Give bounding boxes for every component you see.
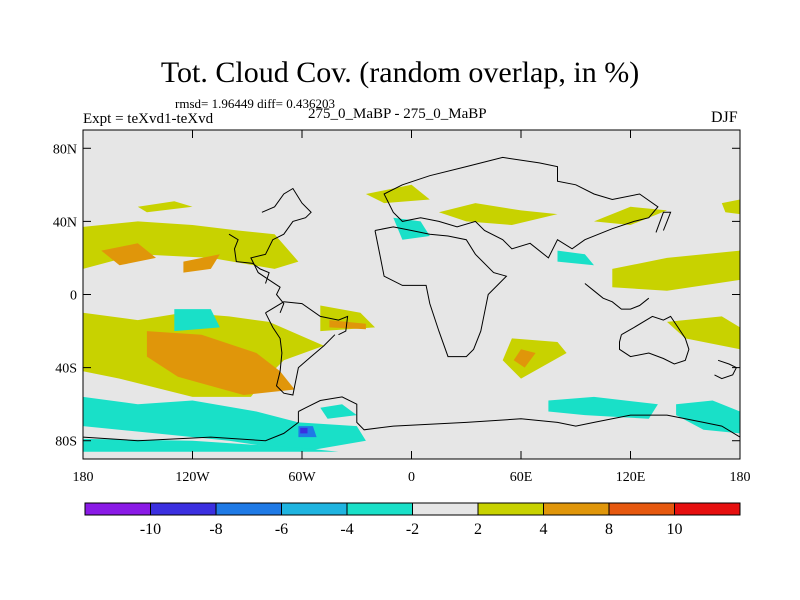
case-label: 275_0_MaBP - 275_0_MaBP [308, 106, 487, 122]
contour-region-16 [667, 316, 740, 350]
coastline-10 [584, 283, 650, 310]
contour-region-6 [174, 309, 220, 332]
x-tick-label: 180 [730, 470, 751, 485]
colorbar-label: 8 [605, 521, 613, 538]
colorbar-label: -8 [209, 521, 222, 538]
colorbar-swatch [281, 502, 348, 516]
x-tick-label: 60W [288, 470, 316, 485]
contour-region-4 [146, 331, 295, 395]
contour-region-26 [300, 427, 308, 434]
coastline-0 [383, 156, 659, 259]
contour-region-1 [101, 243, 156, 266]
x-tick-label: 180 [73, 470, 94, 485]
colorbar-swatch [608, 502, 675, 516]
coastline-7 [714, 359, 738, 380]
contour-region-2 [183, 254, 220, 273]
y-tick-label: 40N [53, 215, 77, 230]
colorbar-swatch [84, 502, 151, 516]
colorbar-label: -4 [340, 521, 353, 538]
colorbar-label: 2 [474, 521, 482, 538]
coastline-5 [265, 312, 336, 396]
coastline-3 [228, 233, 270, 284]
stats-subtitle: rmsd= 1.96449 diff= 0.436203 [175, 96, 335, 111]
y-axis: 80N 40N 0 40S 80S [53, 142, 740, 450]
chart-title: Tot. Cloud Cov. (random overlap, in %) [160, 56, 640, 89]
coastline-9 [83, 411, 299, 442]
contour-region-9 [329, 320, 366, 330]
coastline-4 [265, 301, 349, 336]
colorbar-swatch [346, 502, 413, 516]
contour-region-10 [365, 184, 430, 204]
x-axis: 180 120W 60W 0 60E 120E 180 [73, 130, 751, 485]
contour-region-21 [548, 396, 658, 419]
coastline-6 [619, 315, 690, 365]
colorbar-label: 10 [667, 521, 683, 538]
x-tick-label: 120W [175, 470, 210, 485]
colorbar-label: -6 [275, 521, 288, 538]
contour-regions [83, 184, 740, 452]
colorbar-swatch [477, 502, 544, 516]
y-tick-label: 40S [55, 362, 77, 377]
contour-region-24 [83, 438, 339, 452]
contour-region-19 [393, 217, 430, 240]
contour-region-13 [612, 250, 740, 291]
x-tick-label: 0 [408, 470, 415, 485]
colorbar: -10 -8 -6 -4 -2 2 4 8 10 [84, 502, 741, 538]
experiment-label: Expt = teXvd1-teXvd [83, 111, 214, 127]
contour-region-7 [83, 396, 366, 452]
y-tick-label: 80S [55, 435, 77, 450]
x-tick-label: 60E [510, 470, 533, 485]
contour-region-20 [557, 250, 594, 266]
coastline-11 [655, 211, 672, 233]
contour-region-18 [513, 349, 536, 368]
colorbar-swatch [674, 502, 741, 516]
colorbar-swatch [412, 502, 479, 516]
colorbar-label: 4 [540, 521, 548, 538]
colorbar-swatch [543, 502, 610, 516]
season-label: DJF [711, 109, 738, 126]
colorbar-swatch [215, 502, 282, 516]
contour-region-12 [137, 201, 193, 213]
contour-region-22 [676, 400, 740, 434]
colorbar-label: -10 [140, 521, 161, 538]
y-tick-label: 80N [53, 142, 77, 157]
coastline-1 [374, 226, 508, 358]
contour-region-17 [502, 338, 567, 379]
land-outline [83, 156, 740, 442]
contour-region-15 [721, 199, 740, 215]
contour-region-23 [320, 404, 357, 419]
coastline-8 [298, 396, 740, 438]
colorbar-swatch [150, 502, 217, 516]
x-tick-label: 120E [616, 470, 646, 485]
contour-region-0 [83, 221, 299, 269]
y-tick-label: 0 [70, 289, 77, 304]
contour-region-14 [594, 206, 667, 225]
coastline-2 [250, 187, 312, 313]
colorbar-label: -2 [406, 521, 419, 538]
contour-region-11 [438, 203, 558, 225]
